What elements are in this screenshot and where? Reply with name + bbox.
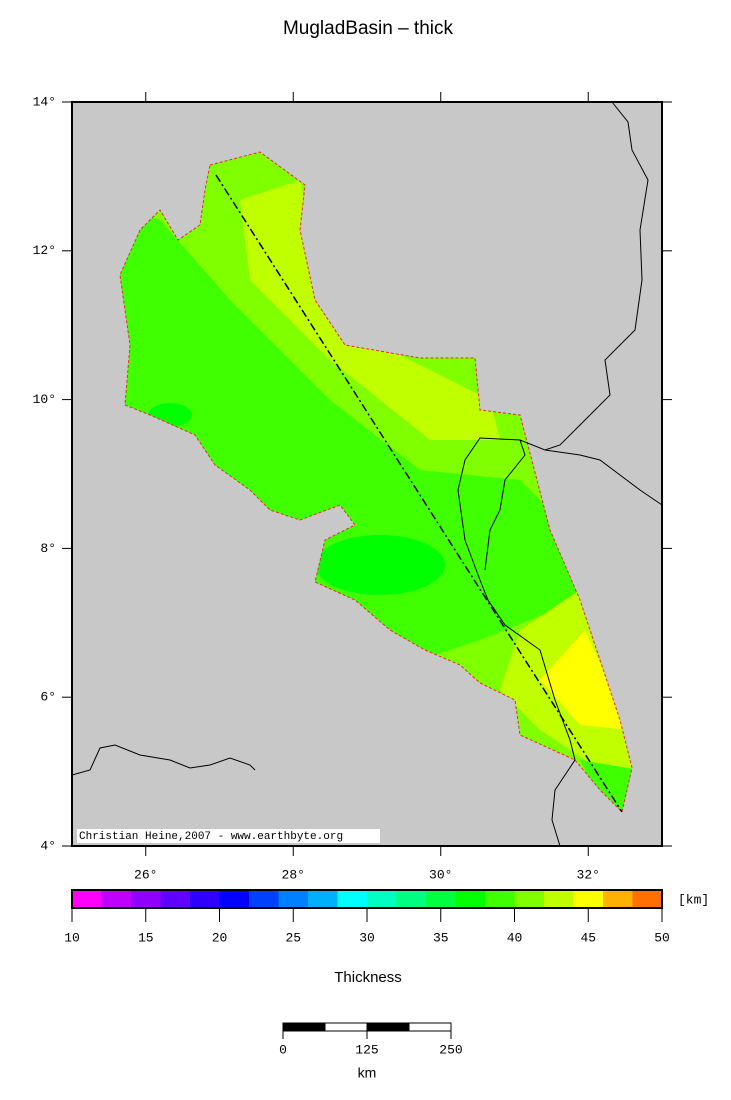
colorbar-swatch — [603, 890, 633, 908]
colorbar-tick-label: 25 — [285, 930, 301, 945]
y-tick-label: 4° — [40, 838, 56, 853]
y-tick-label: 12° — [33, 243, 56, 258]
y-tick-label: 10° — [33, 392, 56, 407]
border-line — [457, 101, 649, 847]
colorbar-swatch — [101, 890, 132, 908]
scalebar-segment — [324, 1022, 368, 1032]
colorbar-label: Thickness — [334, 969, 402, 986]
colorbar-swatch — [190, 890, 220, 908]
colorbar-swatch — [249, 890, 279, 908]
colorbar-tick-label: 10 — [64, 930, 80, 945]
zone — [540, 630, 630, 730]
x-tick-label: 28° — [282, 867, 305, 882]
colorbar-swatch — [455, 890, 486, 908]
border-line — [544, 449, 663, 506]
colorbar-swatch — [573, 890, 604, 908]
colorbar-swatch — [485, 890, 515, 908]
borders — [71, 101, 663, 847]
title: MugladBasin – thick — [283, 18, 454, 39]
colorbar-unit: [km] — [678, 892, 709, 907]
x-tick-label: 30° — [429, 867, 452, 882]
x-tick-label: 32° — [577, 867, 600, 882]
colorbar-swatch — [396, 890, 427, 908]
colorbar-swatch — [514, 890, 545, 908]
colorbar-swatch — [72, 890, 102, 908]
colorbar-tick-label: 20 — [212, 930, 228, 945]
scalebar-unit: km — [358, 1065, 377, 1081]
colorbar-swatch — [160, 890, 191, 908]
colorbar-swatch — [367, 890, 397, 908]
scalebar-tick-label: 250 — [439, 1042, 462, 1057]
colorbar-tick-label: 35 — [433, 930, 449, 945]
border-line — [71, 744, 256, 776]
colorbar-tick-label: 45 — [580, 930, 596, 945]
border-line — [484, 439, 526, 571]
scalebar-segment — [408, 1022, 452, 1032]
credit-box — [77, 829, 380, 843]
zone — [315, 535, 445, 595]
x-tick-label: 26° — [134, 867, 157, 882]
colorbar-tick-label: 15 — [138, 930, 154, 945]
colorbar-tick-label: 50 — [654, 930, 670, 945]
zone — [580, 760, 632, 812]
colorbar-swatch — [219, 890, 250, 908]
y-tick-label: 8° — [40, 541, 56, 556]
map-frame — [71, 101, 663, 847]
colorbar-swatch — [131, 890, 161, 908]
colorbar-swatch — [337, 890, 368, 908]
colorbar-swatch — [308, 890, 338, 908]
y-tick-label: 14° — [33, 94, 56, 109]
y-tick-label: 6° — [40, 690, 56, 705]
profile-line — [215, 174, 623, 813]
colorbar-swatch — [426, 890, 456, 908]
colorbar-swatch — [632, 890, 663, 908]
colorbar-tick-label: 40 — [507, 930, 523, 945]
colorbar-tick-label: 30 — [359, 930, 375, 945]
scalebar-segment — [366, 1022, 410, 1032]
colorbar-swatch — [544, 890, 574, 908]
colorbar-swatch — [278, 890, 309, 908]
scalebar-tick-label: 125 — [355, 1042, 378, 1057]
scalebar-segment — [282, 1022, 326, 1032]
credit: Christian Heine,2007 - www.earthbyte.org — [79, 831, 343, 843]
scalebar-tick-label: 0 — [279, 1042, 287, 1057]
